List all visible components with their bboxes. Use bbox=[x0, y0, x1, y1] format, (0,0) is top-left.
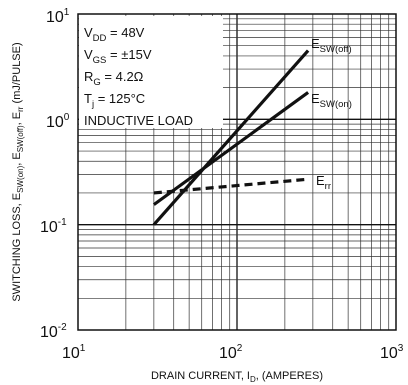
y-tick-label-10e-1: 10-1 bbox=[40, 217, 67, 236]
condition-vgs: VGS = ±15V bbox=[84, 47, 152, 66]
y-tick-label-10e0: 100 bbox=[46, 112, 70, 131]
condition-tj: Tj = 125°C bbox=[84, 91, 145, 110]
condition-load: INDUCTIVE LOAD bbox=[84, 113, 193, 128]
y-axis-title: SWITCHING LOSS, ESW(on), ESW(off), Err (… bbox=[11, 42, 25, 301]
x-tick-label-10e3: 103 bbox=[380, 343, 404, 362]
condition-rg: RG = 4.2Ω bbox=[84, 69, 144, 88]
x-tick-labels: 101 102 103 bbox=[62, 343, 404, 362]
conditions-box-background bbox=[79, 16, 223, 128]
series-label-err: Err bbox=[316, 173, 331, 192]
y-tick-labels: 10-2 10-1 100 101 bbox=[40, 7, 70, 341]
condition-vdd: VDD = 48V bbox=[84, 25, 145, 44]
series-labels: ESW(off) ESW(on) Err bbox=[311, 36, 352, 192]
series-line-esw-off bbox=[152, 49, 310, 226]
plot-frame bbox=[77, 13, 397, 331]
x-tick-label-10e1: 101 bbox=[62, 343, 86, 362]
conditions-box: VDD = 48V VGS = ±15V RG = 4.2Ω Tj = 125°… bbox=[79, 16, 223, 128]
y-tick-label-10e-2: 10-2 bbox=[40, 322, 67, 341]
x-axis-title: DRAIN CURRENT, ID, (AMPERES) bbox=[151, 370, 323, 384]
y-tick-label-10e1: 101 bbox=[46, 7, 70, 26]
series-line-esw-on bbox=[152, 91, 310, 206]
series-label-esw-off: ESW(off) bbox=[311, 36, 352, 55]
x-tick-label-10e2: 102 bbox=[219, 343, 243, 362]
series-layer bbox=[152, 49, 310, 226]
series-label-esw-on: ESW(on) bbox=[311, 91, 352, 110]
